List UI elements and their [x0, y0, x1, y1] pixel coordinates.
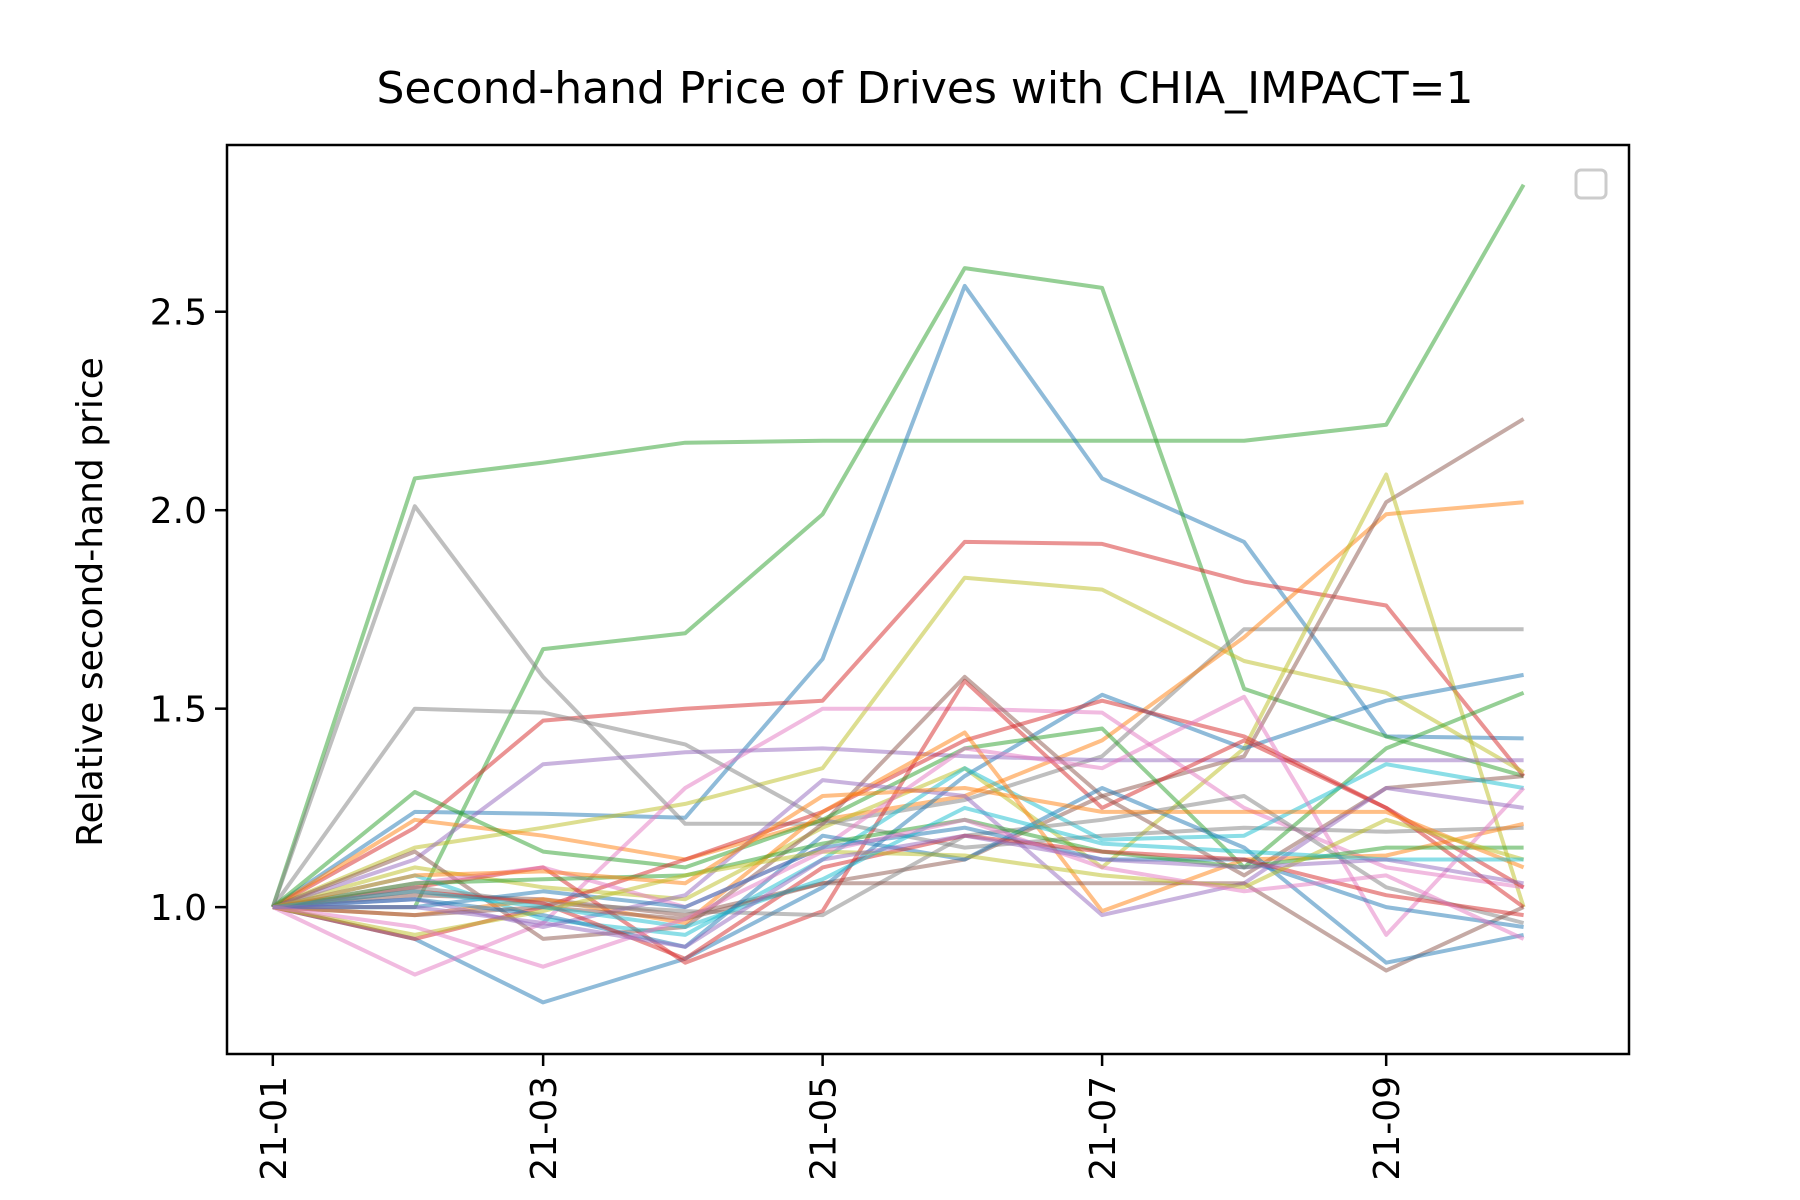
chart-title: Second-hand Price of Drives with CHIA_IM… — [376, 63, 1473, 114]
y-tick-label: 1.5 — [150, 690, 207, 731]
series-line-30 — [272, 805, 1524, 929]
series-line-28 — [272, 786, 1525, 910]
axis-ticks: 1.0 1.5 2.0 2.5 21-01 21-03 21-05 21-07 21-09 — [150, 293, 1408, 1181]
series-line-3 — [272, 266, 1525, 910]
series-line-5 — [272, 575, 1525, 909]
legend-box — [1574, 168, 1608, 200]
x-tick-label: 21-07 — [1083, 1076, 1124, 1181]
series-line-31 — [272, 817, 1525, 969]
series-line-16 — [271, 690, 1525, 909]
y-tick-label: 2.5 — [150, 293, 207, 334]
plot-area-frame — [225, 143, 1631, 1056]
x-tick-label: 21-01 — [254, 1076, 295, 1181]
y-tick-label: 1.0 — [150, 888, 207, 929]
series-line-4 — [271, 539, 1526, 909]
series-line-7 — [271, 500, 1524, 909]
series-line-32 — [272, 833, 1524, 949]
y-tick-label: 2.0 — [150, 491, 207, 532]
x-tick-label: 21-03 — [524, 1076, 565, 1181]
x-tick-label: 21-09 — [1367, 1076, 1408, 1181]
x-tick-label: 21-05 — [804, 1076, 845, 1181]
series-line-1 — [270, 183, 1526, 908]
y-axis-label: Relative second-hand price — [70, 357, 111, 847]
series-line-23 — [272, 881, 1525, 973]
series-lines — [270, 183, 1526, 1005]
